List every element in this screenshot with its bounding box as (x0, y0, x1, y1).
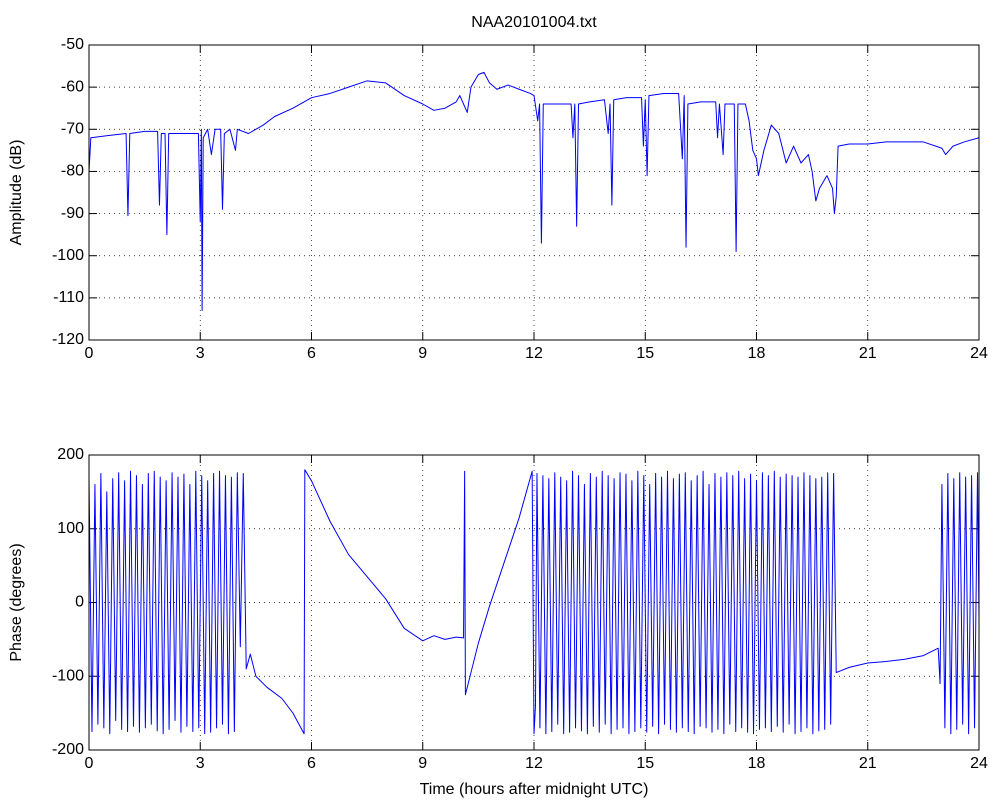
y-tick-label: -80 (61, 163, 84, 180)
y-axis-label: Phase (degrees) (8, 543, 25, 661)
x-tick-label: 9 (418, 755, 427, 772)
x-tick-label: 24 (970, 755, 988, 772)
y-tick-label: -110 (53, 289, 84, 306)
x-tick-label: 9 (418, 345, 427, 362)
y-tick-label: -200 (52, 741, 84, 758)
x-tick-label: 6 (307, 755, 316, 772)
x-tick-label: 0 (85, 755, 94, 772)
y-tick-label: -100 (52, 667, 84, 684)
x-tick-label: 0 (85, 345, 94, 362)
x-tick-label: 24 (970, 345, 988, 362)
x-tick-label: 21 (859, 755, 877, 772)
y-tick-label: 100 (57, 520, 84, 537)
y-tick-label: -70 (61, 121, 84, 138)
x-tick-label: 6 (307, 345, 316, 362)
y-tick-label: -100 (52, 247, 84, 264)
x-tick-label: 3 (196, 345, 205, 362)
x-tick-label: 3 (196, 755, 205, 772)
x-axis-label: Time (hours after midnight UTC) (420, 781, 649, 798)
line-trace (88, 71, 980, 311)
y-tick-label: -60 (61, 78, 84, 95)
y-tick-label: 200 (57, 446, 84, 463)
x-tick-label: 15 (636, 345, 654, 362)
chart-title: NAA20101004.txt (471, 14, 597, 31)
x-tick-label: 18 (748, 755, 766, 772)
y-tick-label: -50 (61, 36, 84, 53)
y-axis-label: Amplitude (dB) (8, 140, 25, 246)
axes-frame (88, 44, 980, 341)
line-trace (88, 469, 980, 735)
y-tick-label: 0 (75, 594, 84, 611)
x-tick-label: 12 (525, 755, 543, 772)
y-tick-label: -120 (52, 331, 84, 348)
x-tick-label: 15 (636, 755, 654, 772)
x-tick-label: 21 (859, 345, 877, 362)
x-tick-label: 12 (525, 345, 543, 362)
x-tick-label: 18 (748, 345, 766, 362)
axes-frame (88, 454, 980, 751)
y-tick-label: -90 (61, 205, 84, 222)
